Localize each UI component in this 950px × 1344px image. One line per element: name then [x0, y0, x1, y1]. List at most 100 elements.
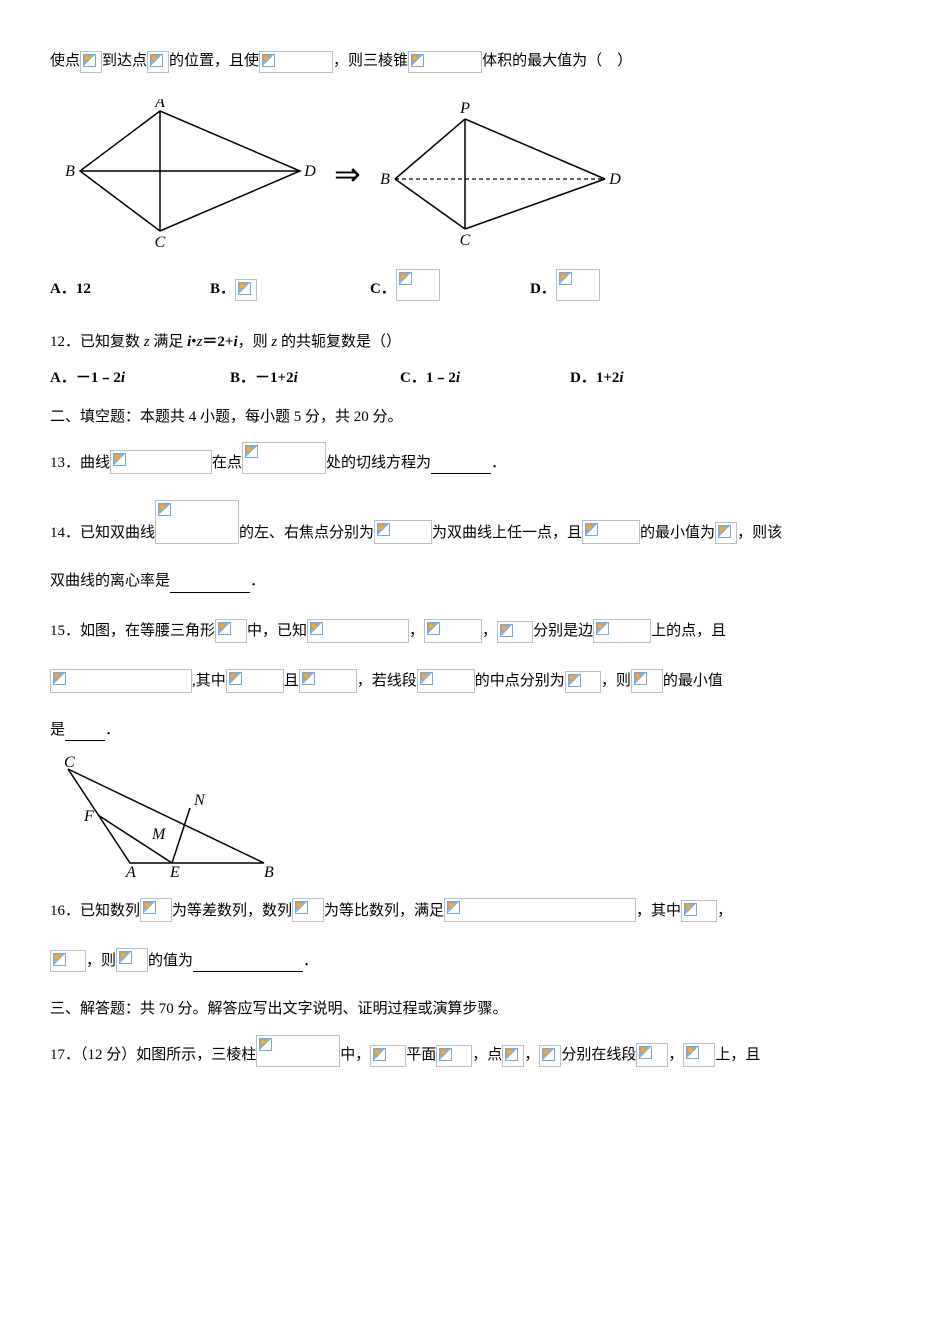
q12-options: A． －1﹣2 i B． －1+2 i C． 1﹣2 i D． 1+2 i	[50, 367, 900, 390]
label-F: F	[83, 808, 94, 825]
q15-line2: ,其中 且 ，若线段 的中点分别为 ，则 的最小值	[50, 669, 900, 693]
text: 三、解答题：共 70 分。解答应写出文字说明、证明过程或演算步骤。	[50, 998, 508, 1021]
option-label: A．	[50, 278, 76, 301]
text: 的中点分别为	[475, 670, 565, 693]
text: 分别是边	[533, 620, 593, 643]
option-D: D． 1+2 i	[570, 367, 624, 390]
placeholder-icon	[444, 898, 636, 922]
option-A: A． －1﹣2 i	[50, 367, 230, 390]
arrow-icon: ⇒	[334, 150, 361, 198]
placeholder-icon	[292, 898, 324, 922]
placeholder-icon	[50, 669, 192, 693]
fill-blank	[170, 576, 250, 593]
placeholder-icon	[715, 522, 737, 544]
label-E: E	[169, 864, 180, 880]
option-value: －1+2	[255, 367, 294, 390]
placeholder-icon	[80, 51, 102, 73]
placeholder-icon	[226, 669, 284, 693]
option-C: C．	[370, 269, 530, 301]
option-B: B． －1+2 i	[230, 367, 400, 390]
option-label: B．	[230, 367, 255, 390]
q17-line: 17．（12 分）如图所示，三棱柱 中， 平面 ，点 ， 分别在线段 ， 上，且	[50, 1035, 900, 1067]
fill-blank	[431, 457, 491, 474]
text: ,其中	[192, 670, 226, 693]
text: 在点	[212, 452, 242, 475]
text: 的最小值为	[640, 522, 715, 545]
var-i: i	[619, 367, 623, 390]
q11-options: A． 12 B． C． D．	[50, 269, 900, 301]
text: 12．已知复数	[50, 331, 144, 354]
placeholder-icon	[631, 669, 663, 693]
q13-line: 13．曲线 在点 处的切线方程为 ．	[50, 442, 900, 474]
section2-heading: 二、填空题：本题共 4 小题，每小题 5 分，共 20 分。	[50, 406, 900, 429]
placeholder-icon	[256, 1035, 340, 1067]
text: 的位置，且使	[169, 50, 259, 73]
q16-line1: 16．已知数列 为等差数列，数列 为等比数列，满足 ，其中 ，	[50, 898, 900, 922]
q14-line2: 双曲线的离心率是 ．	[50, 570, 900, 593]
placeholder-icon	[565, 671, 601, 693]
section3-heading: 三、解答题：共 70 分。解答应写出文字说明、证明过程或演算步骤。	[50, 998, 900, 1021]
option-label: D．	[530, 278, 556, 301]
text: ，	[409, 620, 424, 643]
placeholder-icon	[681, 900, 717, 922]
label-C: C	[459, 232, 470, 249]
text: 中，已知	[247, 620, 307, 643]
text: 16．已知数列	[50, 900, 140, 923]
q14-line1: 14．已知双曲线 的左、右焦点分别为 为双曲线上任一点，且 的最小值为 ，则该	[50, 500, 900, 544]
placeholder-icon	[424, 619, 482, 643]
option-A: A． 12	[50, 278, 210, 301]
placeholder-icon	[259, 51, 333, 73]
text: 到达点	[102, 50, 147, 73]
placeholder-icon	[636, 1043, 668, 1067]
text: ，则	[601, 670, 631, 693]
placeholder-icon	[50, 950, 86, 972]
placeholder-icon	[683, 1043, 715, 1067]
eq: ＝2+	[202, 331, 233, 354]
text: ，	[482, 620, 497, 643]
option-label: C．	[370, 278, 396, 301]
option-label: A．	[50, 367, 76, 390]
placeholder-icon	[242, 442, 326, 474]
placeholder-icon	[593, 619, 651, 643]
label-D: D	[303, 163, 316, 180]
text: ，若线段	[357, 670, 417, 693]
option-label: B．	[210, 278, 235, 301]
text: 的最小值	[663, 670, 723, 693]
text: 的左、右焦点分别为	[239, 522, 374, 545]
placeholder-icon	[436, 1045, 472, 1067]
q15-line3: 是 ．	[50, 719, 900, 742]
q15-figure: C A B E F M N	[50, 755, 900, 880]
placeholder-icon	[235, 279, 257, 301]
text: 为双曲线上任一点，且	[432, 522, 582, 545]
placeholder-icon	[140, 898, 172, 922]
text: ，	[524, 1044, 539, 1067]
text: 17．（12 分）如图所示，三棱柱	[50, 1044, 256, 1067]
label-D: D	[608, 171, 621, 188]
text: ，	[717, 900, 732, 923]
placeholder-icon	[539, 1045, 561, 1067]
text: 处的切线方程为	[326, 452, 431, 475]
placeholder-icon	[502, 1045, 524, 1067]
placeholder-icon	[370, 1045, 406, 1067]
text: ，则	[86, 950, 116, 973]
option-B: B．	[210, 278, 370, 301]
placeholder-icon	[155, 500, 239, 544]
q11-figure-row: A B C D ⇒ P B C D	[60, 99, 900, 249]
q11-line: 使点 到达点 的位置，且使 ，则三棱锥 体积的最大值为（ ）	[50, 50, 900, 73]
text: 为等比数列，满足	[324, 900, 444, 923]
placeholder-icon	[374, 520, 432, 544]
q15-line1: 15．如图，在等腰三角形 中，已知 ， ， 分别是边 上的点，且	[50, 619, 900, 643]
fill-blank	[65, 724, 105, 741]
text: ，其中	[636, 900, 681, 923]
placeholder-icon	[497, 621, 533, 643]
text: 且	[284, 670, 299, 693]
option-label: C．	[400, 367, 426, 390]
label-A: A	[154, 99, 165, 111]
text: 的共轭复数是（）	[277, 331, 401, 354]
label-B: B	[264, 864, 274, 880]
placeholder-icon	[307, 619, 409, 643]
text: 15．如图，在等腰三角形	[50, 620, 215, 643]
option-C: C． 1﹣2 i	[400, 367, 570, 390]
option-value: 1+2	[596, 367, 620, 390]
text: ，则该	[737, 522, 782, 545]
